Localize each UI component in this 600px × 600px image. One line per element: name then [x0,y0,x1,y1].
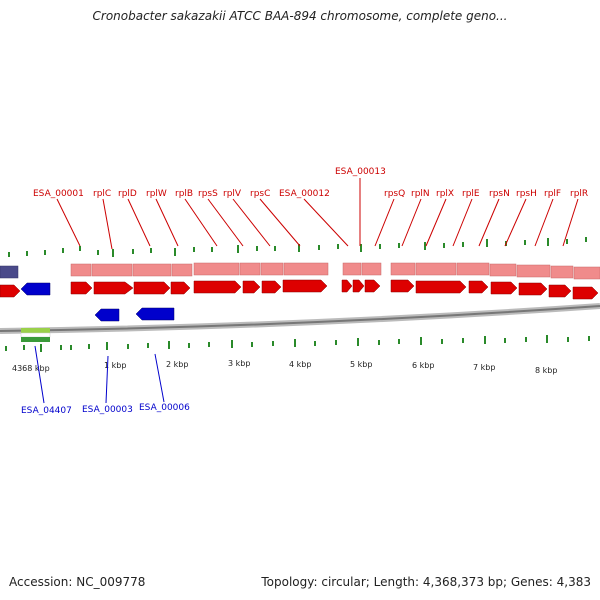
gene-label: rplX [436,189,454,199]
gene-arrow-esa-00012 [341,279,353,293]
gene-arrow-rpsc [282,279,328,293]
scale-label: 5 kbp [350,360,372,369]
gene-arrow-rplf [572,286,599,300]
gene-arrow-rpsh [548,284,572,298]
gene-label: rplD [118,189,137,199]
backbone [0,303,600,334]
gene-label: rplB [175,189,193,199]
gene-arrow-rpsq [390,279,415,293]
forward-genes[interactable] [0,279,599,300]
gene-arrow-esa-00013 [352,279,365,293]
scale-label: 2 kbp [166,360,188,369]
backbone-core [0,305,600,332]
lower-gene-labels[interactable]: ESA_04407 ESA_00003 ESA_00006 [21,403,190,416]
gene-label: ESA_04407 [21,406,72,416]
gene-label: rplW [146,189,167,199]
lower-ticks [5,335,590,352]
gene-arrow-esa-04407 [20,282,51,296]
gene-arrow-rplv [261,280,282,294]
gene-arrow-rplc [93,281,134,295]
scale-labels: 4368 kbp 1 kbp 2 kbp 3 kbp 4 kbp 5 kbp 6… [12,359,557,375]
gene-arrow-rplw [170,281,191,295]
gene-arrow-esa-00003 [94,308,120,322]
scale-label: 7 kbp [473,363,495,372]
gene-label: rpsS [198,189,218,199]
gene-label: ESA_00013 [335,167,386,177]
gene-arrow-rpss [242,280,261,294]
scale-label: 4368 kbp [12,364,50,373]
gene-label: rplE [462,189,480,199]
gene-arrow-rplb [193,280,242,294]
gene-label: ESA_00001 [33,189,84,199]
scale-label: 4 kbp [289,360,311,369]
gene-label: rpsC [250,189,270,199]
genome-summary-text: Topology: circular; Length: 4,368,373 bp… [261,575,591,589]
forward-band [0,262,600,280]
gene-arrow-rpsn [518,282,548,296]
gene-arrow-esa-00006 [135,307,175,321]
upper-ticks [8,237,587,257]
gene-label: rplC [93,189,111,199]
gene-label: rpsH [516,189,537,199]
scale-label: 1 kbp [104,361,126,370]
gene-arrow-rplp [364,279,381,293]
gene-arrow-rpln [415,280,467,294]
gene-label: rpsQ [384,189,405,199]
gene-arrow-rpld [133,281,171,295]
gene-label: ESA_00003 [82,405,133,415]
feature-block [20,328,51,342]
upper-gene-labels[interactable]: ESA_00001 rplC rplD rplW rplB rpsS rplV … [33,167,588,199]
gene-label: rplN [411,189,430,199]
scale-label: 3 kbp [228,359,250,368]
gene-label: rpsN [489,189,510,199]
gene-label: rplF [544,189,561,199]
gene-label: rplR [570,189,588,199]
gene-label: ESA_00012 [279,189,330,199]
accession-text: Accession: NC_009778 [9,575,146,589]
gene-label: ESA_00006 [139,403,190,413]
scale-label: 8 kbp [535,366,557,375]
gene-arrow-rplx [468,280,489,294]
upper-leaders [56,178,579,250]
lower-leaders [34,345,165,404]
gene-arrow-esa-04407-fwd [0,284,21,298]
gene-arrow-rple [490,281,518,295]
scale-label: 6 kbp [412,361,434,370]
reverse-genes[interactable] [20,282,175,322]
map-title: Cronobacter sakazakii ATCC BAA-894 chrom… [92,9,508,23]
gene-label: rplV [223,189,242,199]
gene-arrow-esa-00001 [70,281,93,295]
